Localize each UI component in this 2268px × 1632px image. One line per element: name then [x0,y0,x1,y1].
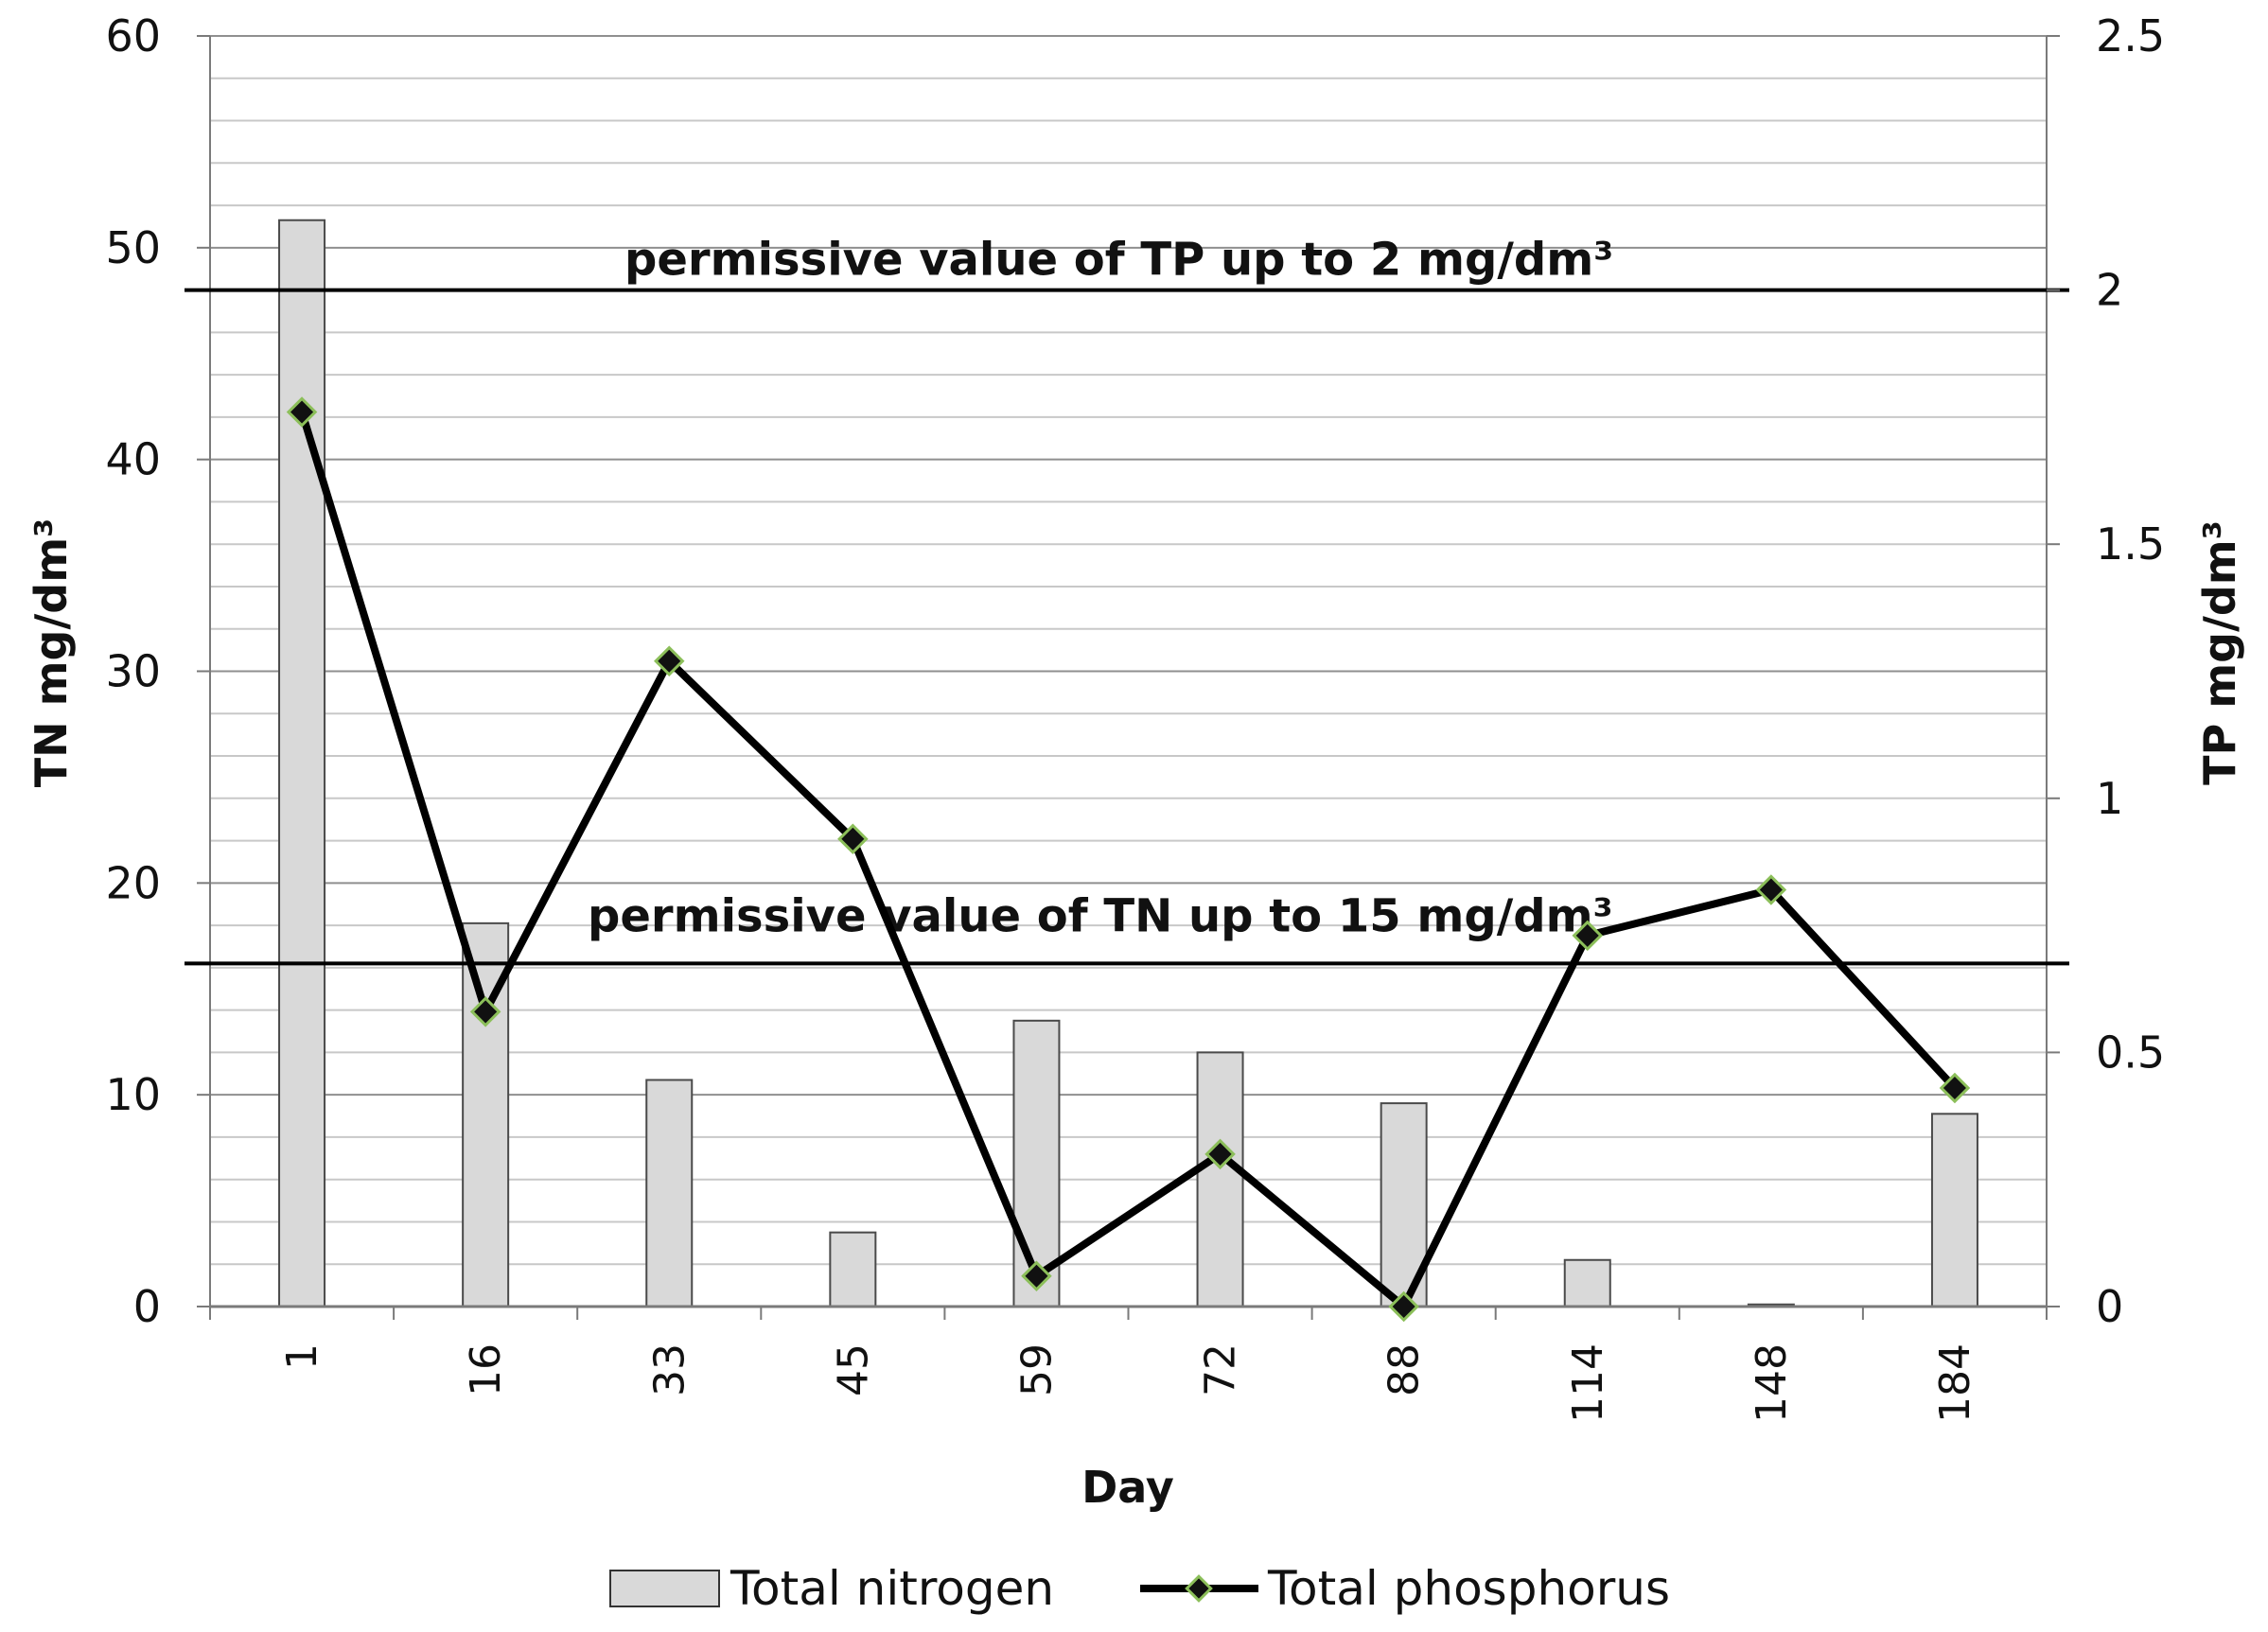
left-tick-label: 60 [105,10,161,61]
x-tick-label: 33 [645,1343,694,1396]
x-tick-label: 45 [829,1343,877,1396]
left-axis-ticks: 0 10 20 30 40 50 60 [105,10,210,1332]
x-tick-label: 1 [278,1343,326,1370]
left-tick-label: 30 [105,646,161,697]
y-axis-left-title: TN mg/dm³ [26,518,77,788]
point-total-phosphorus [653,645,685,677]
bar-total-nitrogen [829,1231,877,1307]
bar-total-nitrogen [1012,1019,1061,1307]
legend-label-total-phosphorus: Total phosphorus [1267,1561,1670,1616]
bar-total-nitrogen [645,1079,694,1307]
left-tick-label: 40 [105,434,161,485]
legend-label-total-nitrogen: Total nitrogen [730,1561,1054,1616]
x-tick-label: 114 [1564,1343,1612,1423]
left-tick-label: 50 [105,222,161,273]
bar-total-nitrogen [278,219,326,1308]
legend-swatch-total-nitrogen [609,1570,720,1607]
right-axis-ticks: 0 0.5 1 1.5 2 2.5 [2047,10,2165,1332]
bar-total-nitrogen [1196,1051,1244,1308]
point-total-phosphorus [1572,920,1604,952]
point-total-phosphorus [1021,1260,1052,1292]
left-tick-label: 20 [105,857,161,908]
reference-label-tn: permissive value of TN up to 15 mg/dm³ [588,889,1613,942]
minor-gridlines [210,77,2047,1266]
x-axis-ticks: 1 16 33 45 59 72 88 114 148 184 [209,1307,2048,1423]
left-tick-label: 0 [133,1281,161,1332]
point-total-phosphorus [837,823,869,855]
line-series-total-phosphorus [286,396,1971,1323]
x-axis-title: Day [1081,1462,1174,1513]
right-tick-label: 2.5 [2096,10,2165,61]
right-tick-label: 1.5 [2096,518,2165,570]
x-tick-label: 184 [1931,1343,1979,1423]
x-tick-label: 16 [462,1343,510,1396]
right-tick-label: 1 [2096,773,2123,824]
line-total-phosphorus [298,411,1958,1310]
point-total-phosphorus [469,996,501,1027]
right-tick-label: 0 [2096,1281,2123,1332]
point-total-phosphorus [1939,1072,1971,1104]
x-tick-label: 72 [1197,1343,1245,1396]
legend-marker-total-phosphorus [1185,1574,1213,1603]
bar-series-total-nitrogen [278,219,1978,1308]
x-tick-label: 59 [1012,1343,1061,1396]
right-tick-label: 2 [2096,265,2123,316]
right-tick-label: 0.5 [2096,1027,2165,1078]
x-tick-label: 88 [1380,1343,1429,1396]
point-total-phosphorus [1388,1290,1419,1323]
legend: Total nitrogen Total phosphorus [609,1561,1670,1616]
bar-total-nitrogen [1930,1113,1978,1307]
point-total-phosphorus [1204,1138,1236,1170]
bar-total-nitrogen [1563,1258,1611,1308]
point-total-phosphorus [286,396,318,428]
left-tick-label: 10 [105,1069,161,1120]
x-tick-label: 148 [1748,1343,1796,1423]
reference-label-tp: permissive value of TP up to 2 mg/dm³ [624,234,1613,287]
reference-lines: permissive value of TP up to 2 mg/dm³ per… [185,234,2069,966]
point-total-phosphorus [1755,874,1787,905]
y-axis-right-title: TP mg/dm³ [2194,520,2245,785]
